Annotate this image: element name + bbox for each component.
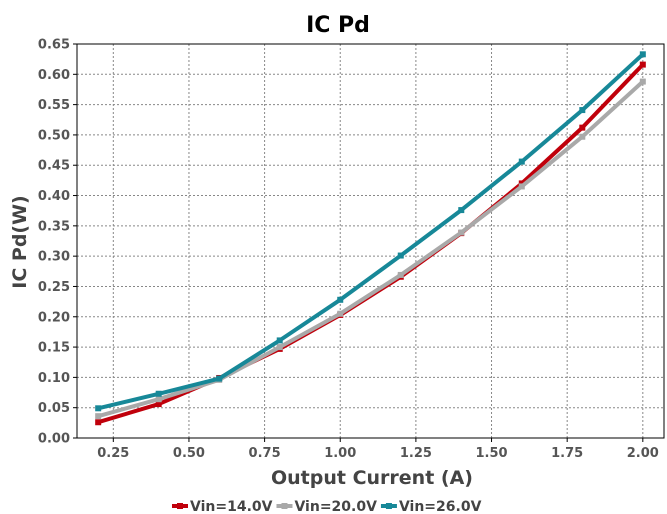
data-point bbox=[579, 133, 586, 140]
legend: Vin=14.0V Vin=20.0V Vin=26.0V bbox=[172, 499, 482, 514]
legend-item: Vin=14.0V bbox=[172, 499, 273, 514]
series-line bbox=[96, 79, 645, 419]
y-tick-label: 0.60 bbox=[38, 68, 70, 83]
data-point bbox=[458, 229, 465, 236]
series-1 bbox=[95, 78, 646, 420]
data-point bbox=[276, 337, 283, 344]
data-point bbox=[155, 390, 162, 397]
y-tick-label: 0.65 bbox=[38, 38, 70, 53]
x-tick-label: 0.50 bbox=[173, 446, 205, 461]
data-point bbox=[95, 413, 102, 420]
y-tick-label: 0.40 bbox=[38, 189, 70, 204]
x-tick-label: 0.75 bbox=[249, 446, 281, 461]
y-tick-label: 0.20 bbox=[38, 310, 70, 325]
legend-marker bbox=[385, 503, 392, 509]
x-tick-label: 1.00 bbox=[324, 446, 356, 461]
x-tick-label: 1.50 bbox=[475, 446, 507, 461]
data-point bbox=[579, 107, 586, 114]
y-axis-label: IC Pd(W) bbox=[9, 195, 31, 288]
x-tick-label: 1.75 bbox=[551, 446, 583, 461]
chart-title: IC Pd bbox=[306, 13, 370, 38]
data-point bbox=[397, 271, 404, 278]
legend-label: Vin=20.0V bbox=[294, 499, 377, 514]
data-point bbox=[639, 61, 646, 68]
y-tick-label: 0.25 bbox=[38, 280, 70, 295]
data-point bbox=[155, 396, 162, 403]
data-point bbox=[216, 375, 223, 382]
series-layer bbox=[95, 51, 646, 426]
series-line bbox=[96, 52, 645, 411]
legend-marker bbox=[177, 503, 183, 509]
data-point bbox=[579, 124, 586, 131]
series-2 bbox=[95, 51, 646, 412]
y-tick-label: 0.45 bbox=[38, 159, 70, 174]
x-axis-label: Output Current (A) bbox=[271, 467, 473, 489]
data-point bbox=[397, 252, 404, 259]
y-tick-label: 0.50 bbox=[38, 128, 70, 143]
data-point bbox=[518, 180, 525, 187]
series-0 bbox=[95, 61, 646, 426]
x-axis-ticks: 0.25 0.50 0.75 1.00 1.25 1.50 1.75 2.00 bbox=[97, 438, 659, 461]
legend-label: Vin=26.0V bbox=[399, 499, 482, 514]
y-tick-label: 0.10 bbox=[38, 371, 70, 386]
x-tick-label: 0.25 bbox=[97, 446, 129, 461]
x-tick-label: 1.25 bbox=[400, 446, 432, 461]
y-tick-label: 0.15 bbox=[38, 341, 70, 356]
data-point bbox=[155, 401, 162, 408]
data-point bbox=[95, 405, 102, 412]
data-point bbox=[639, 51, 646, 58]
x-tick-label: 2.00 bbox=[627, 446, 659, 461]
legend-item: Vin=26.0V bbox=[380, 499, 482, 514]
data-point bbox=[518, 183, 525, 190]
data-point bbox=[337, 310, 344, 317]
data-point bbox=[639, 78, 646, 85]
y-tick-label: 0.35 bbox=[38, 219, 70, 234]
y-tick-label: 0.55 bbox=[38, 98, 70, 113]
data-point bbox=[95, 419, 102, 426]
y-axis-ticks: 0.00 0.05 0.10 0.15 0.20 0.25 0.30 0.35 0.40 0.45… bbox=[38, 38, 77, 447]
series-line bbox=[96, 62, 645, 425]
plot-frame bbox=[76, 43, 665, 439]
data-point bbox=[458, 207, 465, 214]
legend-marker bbox=[281, 503, 288, 509]
grid-layer bbox=[77, 43, 664, 439]
y-tick-label: 0.00 bbox=[38, 432, 70, 447]
legend-item: Vin=20.0V bbox=[276, 499, 377, 514]
legend-label: Vin=14.0V bbox=[190, 499, 273, 514]
data-point bbox=[518, 158, 525, 165]
data-point bbox=[337, 296, 344, 303]
y-tick-label: 0.30 bbox=[38, 250, 70, 265]
data-point bbox=[276, 344, 283, 351]
y-tick-label: 0.05 bbox=[38, 401, 70, 416]
